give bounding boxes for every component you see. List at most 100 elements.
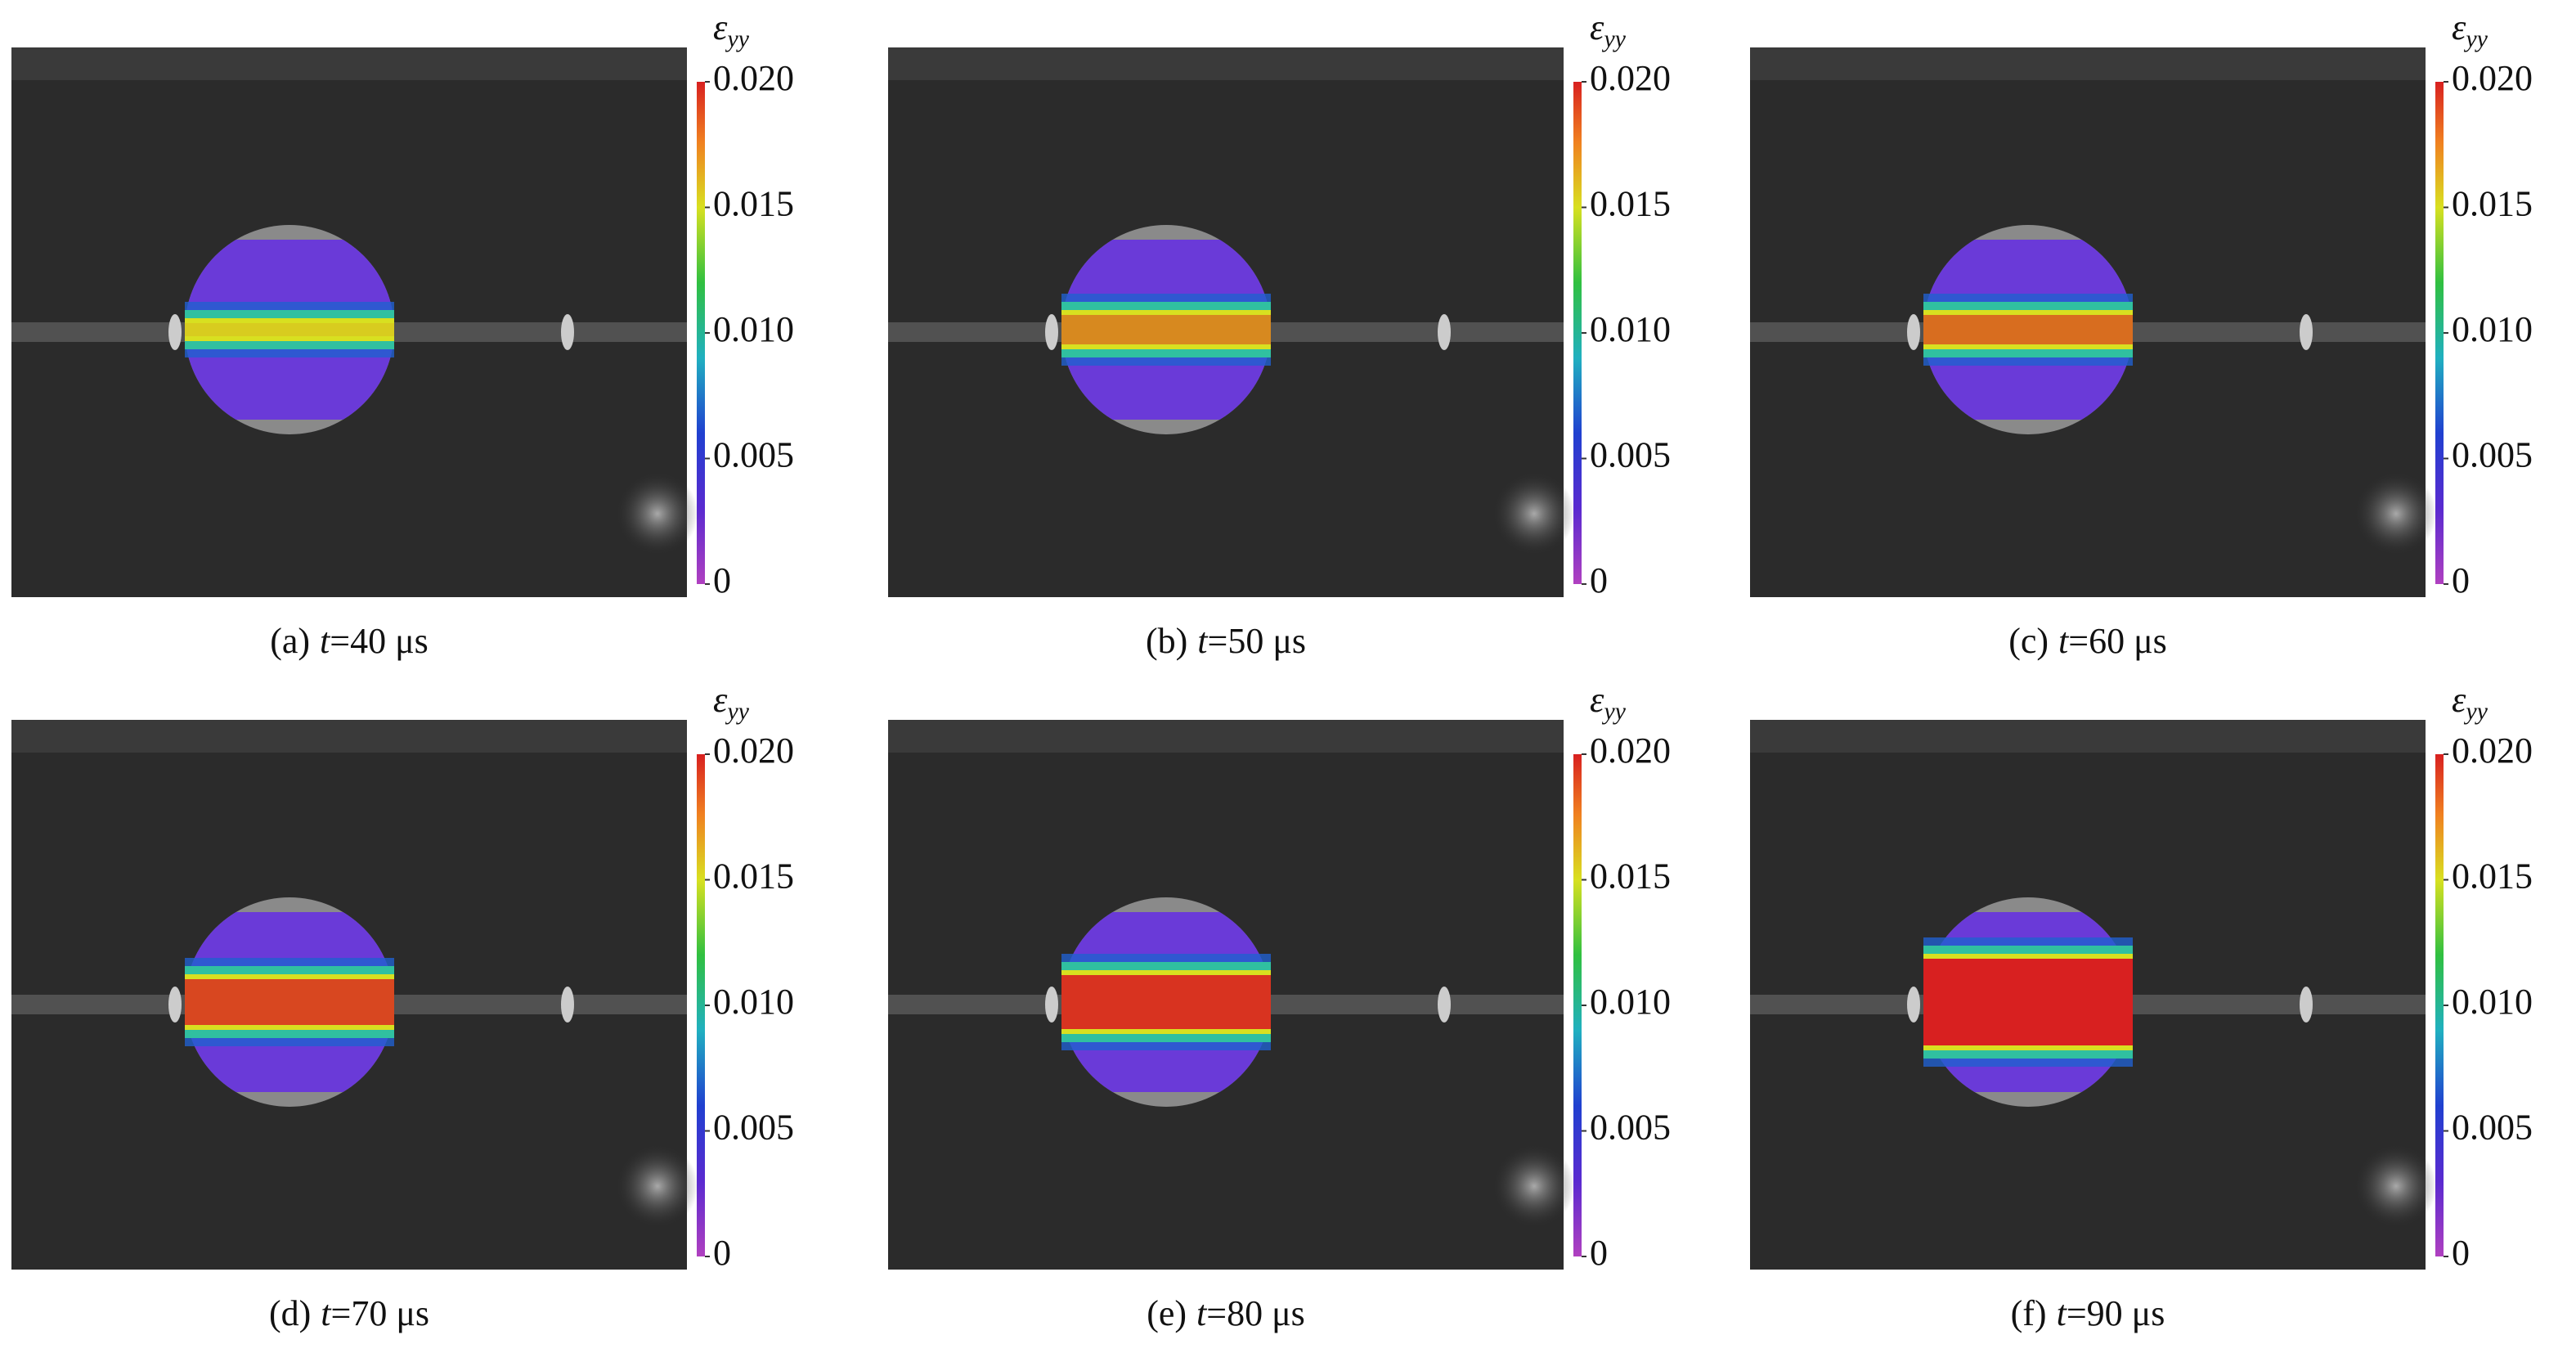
image-shade bbox=[11, 47, 687, 80]
caption-var: t bbox=[1197, 621, 1209, 661]
caption-var: t bbox=[320, 621, 331, 661]
strain-field bbox=[1061, 912, 1271, 1092]
colorbar-tick-label: 0.015 bbox=[713, 184, 794, 224]
colorbar-tick-label: 0.015 bbox=[1590, 856, 1671, 897]
panel: 0 0.005 0.010 0.015 0.020 εyy (f) t=90 μs bbox=[1750, 680, 2533, 1333]
strain-core bbox=[1923, 315, 2133, 344]
caption: (e) t=80 μs bbox=[1147, 1293, 1305, 1333]
strain-field bbox=[1061, 240, 1271, 420]
rod-tip bbox=[1907, 987, 1920, 1023]
colorbar-tick-label: 0.015 bbox=[2452, 856, 2533, 897]
symbol: ε bbox=[1590, 680, 1604, 720]
strain-field bbox=[1923, 912, 2133, 1092]
colorbar-tick-label: 0.015 bbox=[1590, 184, 1671, 224]
strain-core bbox=[1061, 975, 1271, 1029]
panel: 0 0.005 0.010 0.015 0.020 εyy (b) t=50 μs bbox=[888, 7, 1671, 661]
subscript: yy bbox=[725, 25, 749, 52]
rod-tip bbox=[168, 987, 182, 1023]
caption-label: (f) bbox=[2011, 1293, 2047, 1333]
colorbar-tick-label: 0.020 bbox=[2452, 58, 2533, 98]
rod-tip bbox=[2300, 314, 2313, 350]
colorbar-tick-label: 0 bbox=[2452, 1233, 2470, 1273]
colorbar bbox=[1573, 754, 1582, 1256]
colorbar-tick-label: 0.010 bbox=[2452, 982, 2533, 1022]
symbol: ε bbox=[713, 7, 728, 47]
colorbar bbox=[697, 82, 705, 584]
symbol: ε bbox=[2452, 680, 2466, 720]
rod-tip bbox=[1438, 314, 1451, 350]
symbol: ε bbox=[713, 680, 728, 720]
rod-tip bbox=[561, 314, 574, 350]
colorbar-tick-label: 0.010 bbox=[1590, 309, 1671, 349]
symbol: ε bbox=[1590, 7, 1604, 47]
strain-core bbox=[1923, 959, 2133, 1045]
caption: (b) t=50 μs bbox=[1146, 621, 1306, 661]
subscript: yy bbox=[2463, 698, 2488, 725]
colorbar-tick-label: 0.020 bbox=[1590, 730, 1671, 771]
rod-tip bbox=[2300, 987, 2313, 1023]
strain-core bbox=[1061, 315, 1271, 344]
rod-tip bbox=[168, 314, 182, 350]
strain-field bbox=[185, 240, 394, 420]
colorbar-tick-label: 0 bbox=[713, 1233, 731, 1273]
panel: 0 0.005 0.010 0.015 0.020 εyy (c) t=60 μs bbox=[1750, 7, 2533, 661]
subscript: yy bbox=[2463, 25, 2488, 52]
colorbar bbox=[2435, 82, 2444, 584]
caption-label: (e) bbox=[1147, 1293, 1187, 1333]
strain-field bbox=[1923, 240, 2133, 420]
caption-var: t bbox=[1196, 1293, 1208, 1333]
colorbar-tick-label: 0 bbox=[1590, 1233, 1608, 1273]
colorbar-tick-label: 0.010 bbox=[2452, 309, 2533, 349]
strain-core bbox=[185, 979, 394, 1025]
colorbar-tick-label: 0.020 bbox=[2452, 730, 2533, 771]
caption: (d) t=70 μs bbox=[269, 1293, 429, 1333]
caption-value: =90 μs bbox=[2067, 1293, 2165, 1333]
panel: 0 0.005 0.010 0.015 0.020 εyy (e) t=80 μs bbox=[888, 680, 1671, 1333]
strain-band bbox=[185, 318, 394, 341]
colorbar-tick-label: 0.005 bbox=[2452, 1108, 2533, 1148]
caption-label: (c) bbox=[2008, 621, 2049, 661]
colorbar-label: εyy bbox=[2452, 7, 2488, 52]
colorbar-tick-label: 0.010 bbox=[713, 982, 794, 1022]
colorbar-tick-label: 0.005 bbox=[2452, 435, 2533, 475]
bright-spot bbox=[617, 473, 698, 555]
bright-spot bbox=[2355, 473, 2437, 555]
image-shade bbox=[888, 720, 1564, 753]
bright-spot bbox=[2355, 1145, 2437, 1227]
caption-var: t bbox=[2057, 1293, 2068, 1333]
colorbar-label: εyy bbox=[1590, 680, 1627, 725]
image-shade bbox=[1750, 47, 2426, 80]
caption-var: t bbox=[2058, 621, 2070, 661]
subscript: yy bbox=[1601, 698, 1626, 725]
strain-band bbox=[1061, 310, 1271, 349]
rod-tip bbox=[1438, 987, 1451, 1023]
colorbar-tick-label: 0.015 bbox=[2452, 184, 2533, 224]
rod-tip bbox=[1907, 314, 1920, 350]
strain-core bbox=[185, 323, 394, 336]
rod-tip bbox=[561, 987, 574, 1023]
colorbar-tick-label: 0.010 bbox=[1590, 982, 1671, 1022]
image-shade bbox=[1750, 720, 2426, 753]
colorbar-tick-label: 0 bbox=[1590, 560, 1608, 600]
colorbar-tick-label: 0.010 bbox=[713, 309, 794, 349]
colorbar-tick-label: 0.005 bbox=[1590, 1108, 1671, 1148]
strain-field bbox=[185, 912, 394, 1092]
colorbar bbox=[1573, 82, 1582, 584]
image-shade bbox=[11, 720, 687, 753]
caption-value: =80 μs bbox=[1206, 1293, 1305, 1333]
caption: (a) t=40 μs bbox=[270, 621, 429, 661]
colorbar-tick-label: 0.005 bbox=[713, 435, 794, 475]
caption-var: t bbox=[321, 1293, 332, 1333]
colorbar bbox=[2435, 754, 2444, 1256]
image-shade bbox=[888, 47, 1564, 80]
colorbar-tick-label: 0.020 bbox=[713, 730, 794, 771]
caption-value: =70 μs bbox=[331, 1293, 430, 1333]
colorbar-tick-label: 0.020 bbox=[713, 58, 794, 98]
colorbar-tick-label: 0 bbox=[2452, 560, 2470, 600]
caption-value: =60 μs bbox=[2068, 621, 2167, 661]
colorbar-tick-label: 0.020 bbox=[1590, 58, 1671, 98]
colorbar-label: εyy bbox=[713, 7, 750, 52]
bright-spot bbox=[1493, 473, 1575, 555]
